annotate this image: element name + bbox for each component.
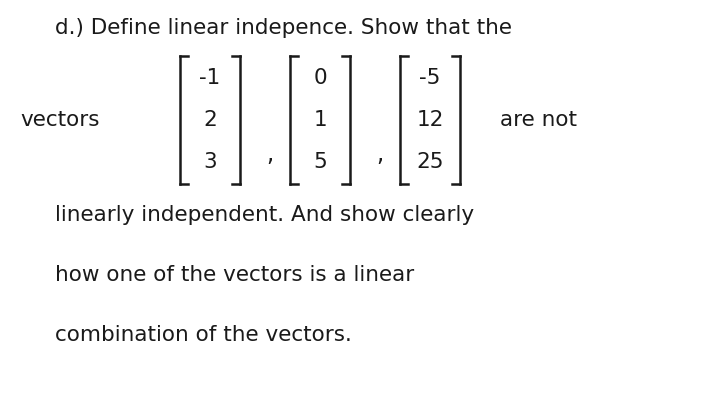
- Text: 12: 12: [416, 110, 444, 130]
- Text: -5: -5: [419, 68, 441, 88]
- Text: 2: 2: [203, 110, 217, 130]
- Text: 1: 1: [313, 110, 327, 130]
- Text: -1: -1: [199, 68, 220, 88]
- Text: 25: 25: [416, 152, 444, 172]
- Text: d.) Define linear indepence. Show that the: d.) Define linear indepence. Show that t…: [55, 18, 512, 38]
- Text: how one of the vectors is a linear: how one of the vectors is a linear: [55, 265, 414, 285]
- Text: 3: 3: [203, 152, 217, 172]
- Text: linearly independent. And show clearly: linearly independent. And show clearly: [55, 205, 474, 225]
- Text: ,: ,: [266, 142, 274, 166]
- Text: combination of the vectors.: combination of the vectors.: [55, 325, 352, 345]
- Text: 0: 0: [313, 68, 327, 88]
- Text: vectors: vectors: [20, 110, 99, 130]
- Text: ,: ,: [377, 142, 384, 166]
- Text: are not: are not: [500, 110, 577, 130]
- Text: 5: 5: [313, 152, 327, 172]
